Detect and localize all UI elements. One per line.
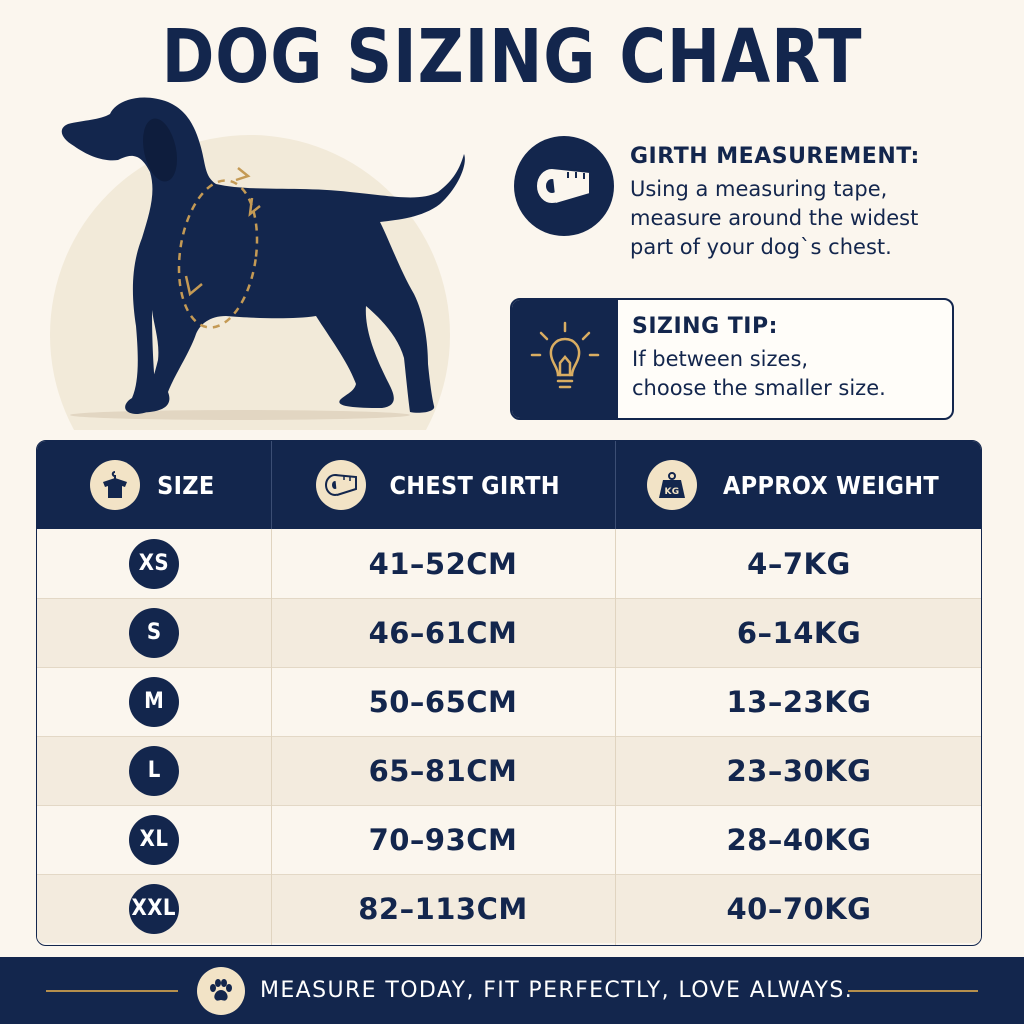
weight-value: 13–23KG bbox=[726, 684, 872, 719]
header-chest-girth: CHEST GIRTH bbox=[271, 441, 615, 529]
weight-kg-icon: KG bbox=[647, 460, 698, 510]
chest-girth-value: 82–113CM bbox=[358, 891, 528, 926]
svg-text:KG: KG bbox=[665, 487, 680, 497]
weight-value: 6–14KG bbox=[736, 615, 862, 650]
table-row: XXL 82–113CM 40–70KG bbox=[37, 874, 981, 943]
paw-icon bbox=[197, 967, 245, 1015]
chest-girth-value: 50–65CM bbox=[368, 684, 518, 719]
measuring-tape-icon bbox=[316, 460, 367, 510]
weight-value: 4–7KG bbox=[747, 546, 851, 581]
table-row: XL 70–93CM 28–40KG bbox=[37, 805, 981, 874]
table-row: M 50–65CM 13–23KG bbox=[37, 667, 981, 736]
girth-line-2: measure around the widest bbox=[630, 206, 919, 230]
dog-illustration bbox=[50, 80, 490, 430]
size-badge: M bbox=[129, 676, 179, 727]
measuring-tape-icon bbox=[514, 136, 614, 236]
table-row: S 46–61CM 6–14KG bbox=[37, 598, 981, 667]
table-row: L 65–81CM 23–30KG bbox=[37, 736, 981, 805]
chest-girth-value: 65–81CM bbox=[368, 753, 518, 788]
size-badge: XXL bbox=[129, 883, 179, 934]
footer-slogan: MEASURE TODAY, FIT PERFECTLY, LOVE ALWAY… bbox=[260, 978, 854, 1003]
sizing-table: SIZE CHEST GIRTH KG bbox=[36, 440, 982, 946]
girth-heading: GIRTH MEASUREMENT: bbox=[630, 144, 920, 169]
table-row: XS 41–52CM 4–7KG bbox=[37, 529, 981, 598]
dog-silhouette-icon bbox=[50, 97, 465, 430]
weight-value: 40–70KG bbox=[726, 891, 872, 926]
weight-value: 23–30KG bbox=[726, 753, 872, 788]
chest-girth-value: 46–61CM bbox=[368, 615, 518, 650]
girth-info: GIRTH MEASUREMENT: Using a measuring tap… bbox=[514, 136, 994, 276]
size-badge: L bbox=[129, 745, 179, 796]
page-title: DOG SIZING CHART bbox=[161, 14, 863, 100]
size-badge: XS bbox=[129, 538, 179, 589]
girth-line-1: Using a measuring tape, bbox=[630, 177, 888, 201]
footer-banner: MEASURE TODAY, FIT PERFECTLY, LOVE ALWAY… bbox=[0, 957, 1024, 1024]
tip-line-1: If between sizes, bbox=[632, 347, 809, 371]
tip-line-2: choose the smaller size. bbox=[632, 376, 886, 400]
weight-value: 28–40KG bbox=[726, 822, 872, 857]
header-size: SIZE bbox=[37, 441, 271, 529]
table-header: SIZE CHEST GIRTH KG bbox=[37, 441, 981, 529]
lightbulb-icon bbox=[512, 300, 618, 418]
size-badge: S bbox=[129, 607, 179, 658]
size-badge: XL bbox=[129, 814, 179, 865]
sizing-tip-box: SIZING TIP: If between sizes, choose the… bbox=[510, 298, 954, 420]
tip-heading: SIZING TIP: bbox=[632, 314, 778, 339]
chest-girth-value: 41–52CM bbox=[368, 546, 518, 581]
header-approx-weight: KG APPROX WEIGHT bbox=[615, 441, 981, 529]
girth-line-3: part of your dog`s chest. bbox=[630, 235, 892, 259]
shirt-hanger-icon bbox=[90, 460, 141, 510]
chest-girth-value: 70–93CM bbox=[368, 822, 518, 857]
